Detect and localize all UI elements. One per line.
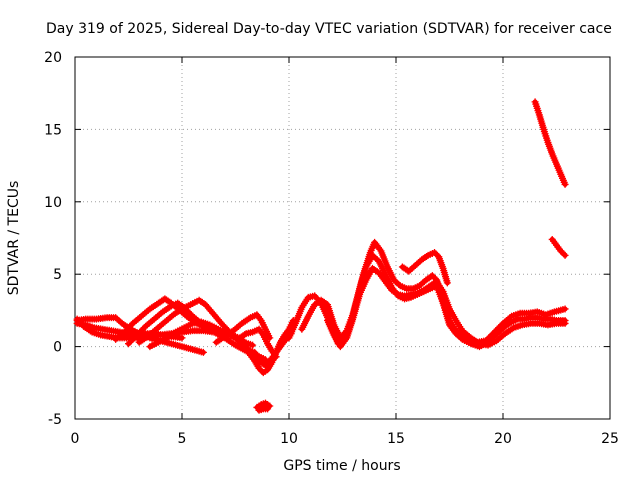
data-point xyxy=(260,360,268,368)
data-point xyxy=(561,305,569,313)
x-axis-label: GPS time / hours xyxy=(283,458,400,474)
y-axis-label: SDTVAR / TECUs xyxy=(6,181,22,296)
data-point xyxy=(561,251,569,259)
data-point xyxy=(178,334,186,342)
y-tick-label: 0 xyxy=(53,340,62,356)
data-marks xyxy=(73,98,569,414)
x-tick-label: 5 xyxy=(178,431,187,447)
y-tick-label: 5 xyxy=(53,267,62,283)
data-point xyxy=(249,341,257,349)
grid xyxy=(75,57,610,419)
x-tick-label: 10 xyxy=(280,431,298,447)
axis-ticks: 0 5 10 15 20 25 -5 0 5 10 15 20 xyxy=(44,50,619,447)
plot-frame xyxy=(74,56,611,420)
data-point xyxy=(264,405,272,413)
data-point xyxy=(393,289,401,297)
x-tick-label: 0 xyxy=(71,431,80,447)
y-tick-label: -5 xyxy=(48,412,62,428)
x-tick-label: 20 xyxy=(494,431,512,447)
chart-title: Day 319 of 2025, Sidereal Day-to-day VTE… xyxy=(46,21,612,37)
data-point xyxy=(241,331,249,339)
x-tick-label: 15 xyxy=(387,431,405,447)
series-line-track-r xyxy=(549,236,568,258)
data-point xyxy=(561,180,569,188)
y-tick-label: 20 xyxy=(44,50,62,66)
y-tick-label: 15 xyxy=(44,122,62,138)
data-point xyxy=(560,250,568,258)
data-point xyxy=(422,252,430,260)
data-point xyxy=(561,319,569,327)
series-line-track-n xyxy=(299,252,568,345)
data-point xyxy=(443,279,451,287)
y-tick-label: 10 xyxy=(44,195,62,211)
x-tick-label: 25 xyxy=(601,431,619,447)
data-point xyxy=(199,348,207,356)
data-point xyxy=(395,280,403,288)
